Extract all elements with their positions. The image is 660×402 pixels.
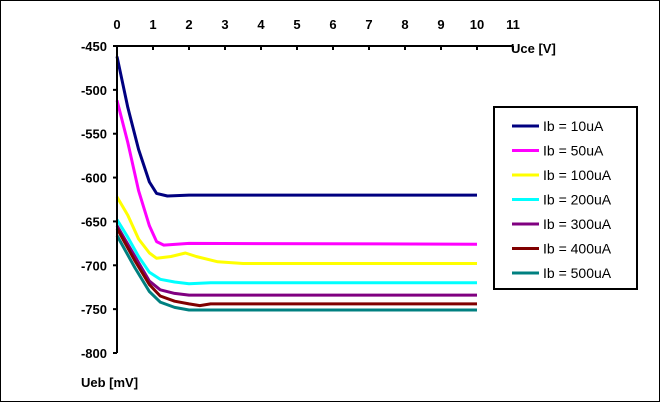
legend-label: Ib = 200uA — [543, 192, 612, 208]
x-tick-label: 3 — [221, 17, 228, 32]
y-tick-label: -800 — [81, 346, 107, 361]
y-tick-label: -650 — [81, 214, 107, 229]
y-tick-label: -750 — [81, 302, 107, 317]
legend-label: Ib = 300uA — [543, 216, 612, 232]
y-tick-label: -450 — [81, 39, 107, 54]
x-tick-label: 11 — [506, 17, 520, 32]
x-tick-label: 6 — [329, 17, 336, 32]
x-tick-label: 9 — [437, 17, 444, 32]
y-tick-label: -600 — [81, 171, 107, 186]
legend-label: Ib = 50uA — [543, 143, 604, 159]
series-line — [115, 196, 477, 265]
series-line — [115, 56, 477, 198]
x-tick-label: 7 — [365, 17, 372, 32]
x-tick-label: 1 — [149, 17, 156, 32]
x-axis-label: Uce [V] — [511, 41, 556, 56]
y-tick-label: -500 — [81, 83, 107, 98]
x-tick-label: 8 — [401, 17, 408, 32]
series-line — [115, 100, 478, 247]
series-line — [115, 225, 477, 297]
series-line — [115, 227, 477, 308]
legend-label: Ib = 100uA — [543, 167, 612, 183]
y-tick-label: -550 — [81, 127, 107, 142]
series-line — [115, 218, 477, 286]
legend-label: Ib = 400uA — [543, 241, 612, 257]
y-axis-label: Ueb [mV] — [81, 375, 138, 390]
x-tick-label: 5 — [293, 17, 300, 32]
series-line — [115, 234, 477, 312]
x-tick-label: 10 — [470, 17, 484, 32]
y-tick-label: -700 — [81, 258, 107, 273]
legend-label: Ib = 10uA — [543, 118, 604, 134]
x-tick-label: 2 — [185, 17, 192, 32]
x-tick-label: 4 — [257, 17, 265, 32]
x-tick-label: 0 — [113, 17, 120, 32]
legend-label: Ib = 500uA — [543, 265, 612, 281]
legend: Ib = 10uA Ib = 50uA Ib = 100uA Ib = 200uA Ib… — [493, 106, 638, 290]
